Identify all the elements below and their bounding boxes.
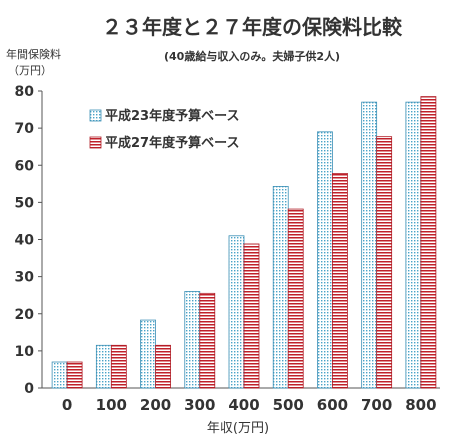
bar-h23-400 bbox=[228, 235, 245, 389]
bar-h23-500 bbox=[272, 186, 289, 389]
y-axis-unit: （万円） bbox=[8, 64, 52, 77]
bar-h27-200 bbox=[155, 344, 171, 389]
x-tick-label-700: 700 bbox=[361, 396, 392, 414]
legend-label-h23: 平成23年度予算ベース bbox=[105, 108, 239, 124]
x-axis-label: 年収(万円) bbox=[207, 421, 269, 436]
chart-subtitle: (40歳給与収入のみ。夫婦子供2人) bbox=[164, 49, 340, 63]
y-tick-label-70: 70 bbox=[15, 121, 35, 137]
bar-h27-800 bbox=[420, 96, 437, 389]
y-tick-label-50: 50 bbox=[15, 195, 35, 211]
y-tick-label-0: 0 bbox=[24, 381, 34, 397]
bar-h23-700 bbox=[361, 101, 378, 389]
bar-h27-600 bbox=[332, 173, 348, 389]
x-tick-label-500: 500 bbox=[273, 396, 304, 414]
bar-h23-600 bbox=[317, 131, 333, 389]
x-tick-label-100: 100 bbox=[96, 396, 127, 414]
x-tick-label-200: 200 bbox=[140, 396, 171, 414]
y-tick-label-10: 10 bbox=[15, 344, 35, 360]
y-tick-label-20: 20 bbox=[15, 307, 35, 323]
x-tick-label-400: 400 bbox=[228, 396, 259, 414]
bar-h27-0 bbox=[66, 361, 83, 389]
legend-swatch-h27 bbox=[89, 136, 102, 149]
bar-h23-200 bbox=[140, 319, 156, 389]
bar-h27-500 bbox=[287, 208, 304, 389]
bar-h23-300 bbox=[184, 291, 201, 389]
y-tick-label-80: 80 bbox=[15, 84, 35, 100]
x-tick-label-0: 0 bbox=[62, 396, 72, 414]
legend-swatch-h23 bbox=[89, 109, 102, 122]
y-tick-label-40: 40 bbox=[15, 233, 35, 249]
bar-h23-0 bbox=[51, 361, 68, 389]
x-tick-label-800: 800 bbox=[405, 396, 436, 414]
legend-label-h27: 平成27年度予算ベース bbox=[105, 135, 239, 151]
bar-h23-100 bbox=[95, 344, 112, 389]
bar-h27-300 bbox=[199, 292, 216, 389]
bar-h27-400 bbox=[243, 243, 260, 389]
y-tick-label-30: 30 bbox=[15, 270, 35, 286]
x-tick-label-600: 600 bbox=[317, 396, 348, 414]
y-axis-label: 年間保険料 bbox=[6, 47, 61, 61]
bar-h27-700 bbox=[376, 136, 393, 389]
bar-h23-800 bbox=[405, 101, 422, 389]
legend: 平成23年度予算ベース 平成27年度予算ベース bbox=[89, 108, 239, 151]
bar-h27-100 bbox=[110, 344, 127, 389]
x-tick-label-300: 300 bbox=[184, 396, 215, 414]
chart-title: ２３年度と２７年度の保険料比較 bbox=[102, 15, 403, 39]
y-tick-label-60: 60 bbox=[15, 158, 35, 174]
